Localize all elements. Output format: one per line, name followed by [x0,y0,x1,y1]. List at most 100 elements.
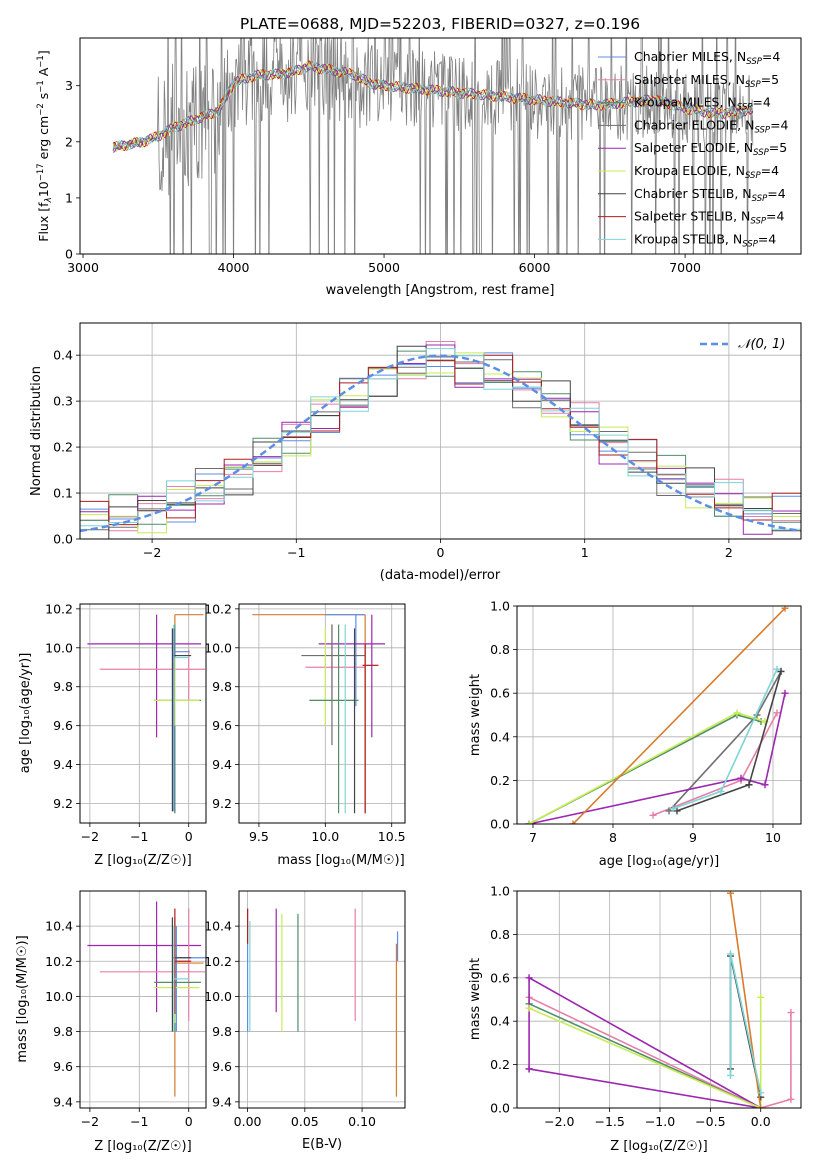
y-tick-label: 9.4 [53,757,73,772]
y-tick-label: 0.6 [490,970,510,985]
point-marker [649,811,657,819]
mass-ebv-x-ticks: 0.00 0.05 0.10 [234,1108,376,1129]
x-tick-label: −2.0 [544,1114,574,1129]
x-tick-label: 0 [185,1114,193,1129]
x-tick-label: 0.00 [234,1114,262,1129]
legend-label: Chabrier MILES, NSSP=4 [634,49,780,67]
x-tick-label: 2 [725,545,733,560]
age-vs-mass-panel: 9.5 10.0 10.5 9.2 9.4 9.6 9.8 10.0 10.2 mass [l… [204,601,405,868]
mass-z-errorbars [87,901,206,1097]
y-tick-label: 1.0 [490,599,510,614]
age-z-x-label: Z [log₁₀(Z/Z☉)] [94,853,191,868]
y-tick-label: 1.0 [490,884,510,899]
mass-ebv-frame [238,890,406,1109]
spectrum-y-label: Flux [fλ10−17 erg cm−2 s−1 A−1] [36,50,54,241]
weight-vs-age-panel: 7 8 9 10 0.0 0.2 0.4 0.6 0.8 1.0 age [log₁₀(age/… [468,599,802,869]
mass-ebv-y-ticks: 9.4 9.6 9.8 10.0 10.2 10.4 [204,919,239,1109]
y-tick-label: 10.0 [45,989,73,1004]
y-tick-label: 9.4 [212,757,232,772]
point-marker [761,781,769,789]
model-spectrum [112,62,754,151]
y-tick-label: 9.6 [53,718,73,733]
x-tick-label: 8 [609,830,617,845]
y-tick-label: 9.4 [212,1094,232,1109]
x-tick-label: 9 [689,830,697,845]
point-marker [665,807,673,815]
x-tick-label: 9.5 [249,829,269,844]
x-tick-label: −0.5 [695,1114,725,1129]
mass-z-frame [79,890,207,1109]
model-spectrum [112,61,754,152]
weight-age-y-label: mass weight [468,674,483,756]
point-marker [525,974,533,982]
legend-label: Kroupa ELODIE, NSSP=4 [634,163,779,181]
point-marker [717,787,725,795]
x-tick-label: 0 [185,829,193,844]
y-tick-label: 0.3 [53,394,73,409]
weight-z-lines [525,891,795,1108]
mass-ebv-x-label: E(B-V) [302,1137,342,1152]
x-tick-label: −2 [81,829,99,844]
x-tick-label: −1 [130,829,148,844]
y-tick-label: 1 [65,190,73,205]
point-marker [781,606,789,612]
histogram-step [80,348,801,530]
point-marker [525,1004,533,1012]
point-marker [673,807,681,815]
histogram-x-label: (data-model)/error [380,568,501,583]
mass-z-x-label: Z [log₁₀(Z/Z☉)] [94,1139,191,1154]
x-tick-label: 7 [529,830,537,845]
weight-z-y-ticks: 0.0 0.2 0.4 0.6 0.8 1.0 [490,884,517,1116]
x-tick-label: 0.05 [291,1114,319,1129]
x-tick-label: 1 [581,545,589,560]
y-tick-label: 0.8 [490,927,510,942]
age-mass-x-ticks: 9.5 10.0 10.5 [249,823,406,844]
age-mass-errorbars [252,614,386,814]
weight-vs-z-panel: −2.0 −1.5 −1.0 −0.5 0.0 0.0 0.2 0.4 0.6 0.8 1.0 Z… [468,884,802,1154]
age-mass-frame [238,603,406,824]
mass-z-x-ticks: −2 −1 0 [81,1108,193,1129]
x-tick-label: 0.0 [751,1114,771,1129]
y-tick-label: 10.2 [204,601,232,616]
x-tick-label: 10 [765,830,781,845]
point-marker [737,774,745,782]
y-tick-label: 0.0 [53,532,73,547]
y-tick-label: 0.4 [53,348,73,363]
histogram-step [80,359,801,531]
residual-histogram-panel: 𝒩(0, 1) −2 −1 0 1 2 0.0 0.1 0.2 0.3 0.4 (data-mo… [29,322,802,583]
y-tick-label: 10.0 [204,640,232,655]
age-z-y-ticks: 9.2 9.4 9.6 9.8 10.0 10.2 [45,601,80,811]
histogram-x-ticks: −2 −1 0 1 2 [143,539,733,560]
y-tick-label: 0.2 [53,440,73,455]
y-tick-label: 9.8 [212,679,232,694]
point-marker [669,805,677,813]
figure-title: PLATE=0688, MJD=52203, FIBERID=0327, z=0… [240,15,640,33]
point-marker [773,709,781,717]
model-spectrum [112,61,754,151]
series-line [528,996,792,1108]
weight-z-frame [516,890,802,1109]
legend-label: Salpeter MILES, NSSP=5 [634,72,779,90]
histogram-step [80,344,801,535]
point-marker [757,1089,765,1097]
spectrum-lines [112,38,754,254]
spectrum-x-label: wavelength [Angstrom, rest frame] [326,283,555,298]
legend-label: Chabrier STELIB, NSSP=4 [634,186,786,204]
age-mass-y-ticks: 9.2 9.4 9.6 9.8 10.0 10.2 [204,601,239,811]
x-tick-label: −2 [81,1114,99,1129]
y-tick-label: 9.6 [53,1059,73,1074]
point-marker [569,820,577,824]
series-line [652,712,778,817]
x-tick-label: 10.5 [378,829,406,844]
mass-z-grid [80,891,206,1108]
point-marker [525,820,533,824]
y-tick-label: 2 [65,134,73,149]
spectrum-legend: Chabrier MILES, NSSP=4 Salpeter MILES, NS… [598,49,789,249]
y-tick-label: 10.2 [45,601,73,616]
histogram-step [80,350,801,525]
y-tick-label: 10.4 [45,919,73,934]
age-z-grid [80,604,206,823]
weight-z-x-ticks: −2.0 −1.5 −1.0 −0.5 0.0 [544,1108,771,1129]
y-tick-label: 10.0 [45,640,73,655]
